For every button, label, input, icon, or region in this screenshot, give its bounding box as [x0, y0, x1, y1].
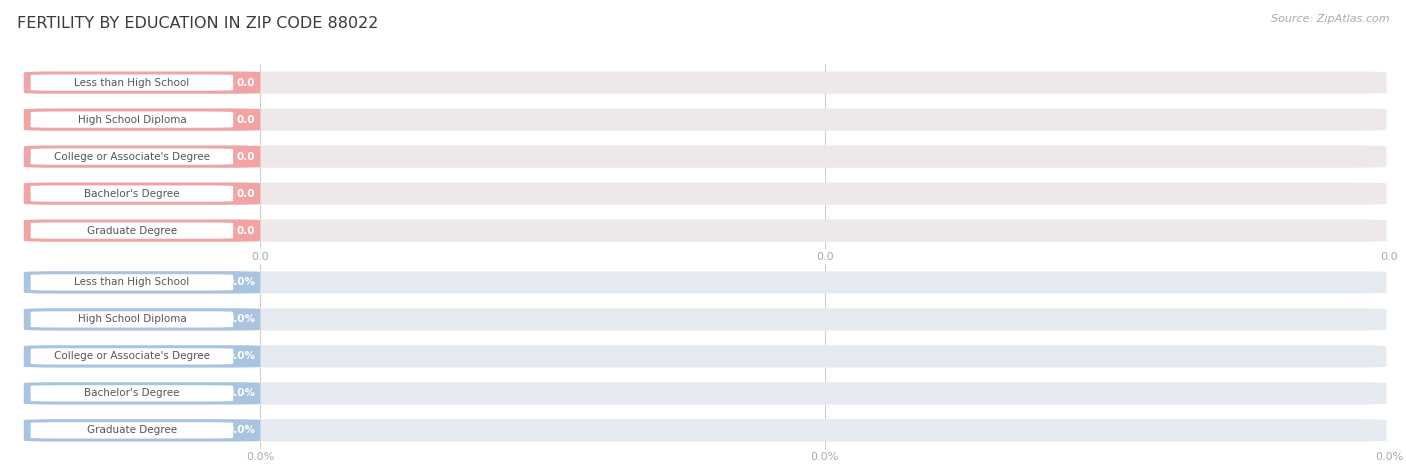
Text: Bachelor's Degree: Bachelor's Degree	[84, 189, 180, 199]
FancyBboxPatch shape	[31, 75, 233, 91]
Text: 0.0%: 0.0%	[226, 426, 254, 436]
FancyBboxPatch shape	[24, 182, 1386, 205]
Text: Graduate Degree: Graduate Degree	[87, 226, 177, 236]
FancyBboxPatch shape	[24, 182, 260, 205]
Text: College or Associate's Degree: College or Associate's Degree	[53, 152, 209, 162]
Text: Bachelor's Degree: Bachelor's Degree	[84, 389, 180, 399]
FancyBboxPatch shape	[31, 422, 233, 438]
FancyBboxPatch shape	[31, 112, 233, 128]
Text: Graduate Degree: Graduate Degree	[87, 426, 177, 436]
FancyBboxPatch shape	[24, 271, 260, 294]
FancyBboxPatch shape	[31, 385, 233, 401]
FancyBboxPatch shape	[24, 145, 260, 168]
Text: Source: ZipAtlas.com: Source: ZipAtlas.com	[1271, 14, 1389, 24]
Text: 0.0%: 0.0%	[226, 352, 254, 361]
FancyBboxPatch shape	[24, 345, 1386, 368]
Text: 0.0: 0.0	[236, 226, 254, 236]
FancyBboxPatch shape	[24, 108, 260, 131]
FancyBboxPatch shape	[24, 308, 260, 331]
FancyBboxPatch shape	[31, 185, 233, 202]
Text: 0.0: 0.0	[236, 152, 254, 162]
FancyBboxPatch shape	[24, 219, 1386, 242]
FancyBboxPatch shape	[24, 72, 260, 94]
Text: Less than High School: Less than High School	[75, 277, 190, 287]
FancyBboxPatch shape	[24, 72, 1386, 94]
FancyBboxPatch shape	[24, 382, 1386, 405]
FancyBboxPatch shape	[24, 345, 260, 368]
FancyBboxPatch shape	[24, 308, 1386, 331]
FancyBboxPatch shape	[31, 348, 233, 364]
Text: 0.0%: 0.0%	[226, 314, 254, 324]
FancyBboxPatch shape	[24, 108, 1386, 131]
FancyBboxPatch shape	[31, 149, 233, 165]
FancyBboxPatch shape	[24, 271, 1386, 294]
Text: High School Diploma: High School Diploma	[77, 314, 186, 324]
FancyBboxPatch shape	[24, 382, 260, 405]
Text: College or Associate's Degree: College or Associate's Degree	[53, 352, 209, 361]
Text: 0.0%: 0.0%	[226, 277, 254, 287]
FancyBboxPatch shape	[24, 419, 1386, 441]
Text: 0.0: 0.0	[236, 114, 254, 124]
Text: 0.0: 0.0	[236, 77, 254, 87]
FancyBboxPatch shape	[24, 419, 260, 441]
FancyBboxPatch shape	[31, 274, 233, 291]
FancyBboxPatch shape	[31, 311, 233, 328]
Text: FERTILITY BY EDUCATION IN ZIP CODE 88022: FERTILITY BY EDUCATION IN ZIP CODE 88022	[17, 16, 378, 31]
Text: Less than High School: Less than High School	[75, 77, 190, 87]
Text: 0.0%: 0.0%	[226, 389, 254, 399]
FancyBboxPatch shape	[24, 145, 1386, 168]
Text: 0.0: 0.0	[236, 189, 254, 199]
FancyBboxPatch shape	[31, 222, 233, 239]
Text: High School Diploma: High School Diploma	[77, 114, 186, 124]
FancyBboxPatch shape	[24, 219, 260, 242]
